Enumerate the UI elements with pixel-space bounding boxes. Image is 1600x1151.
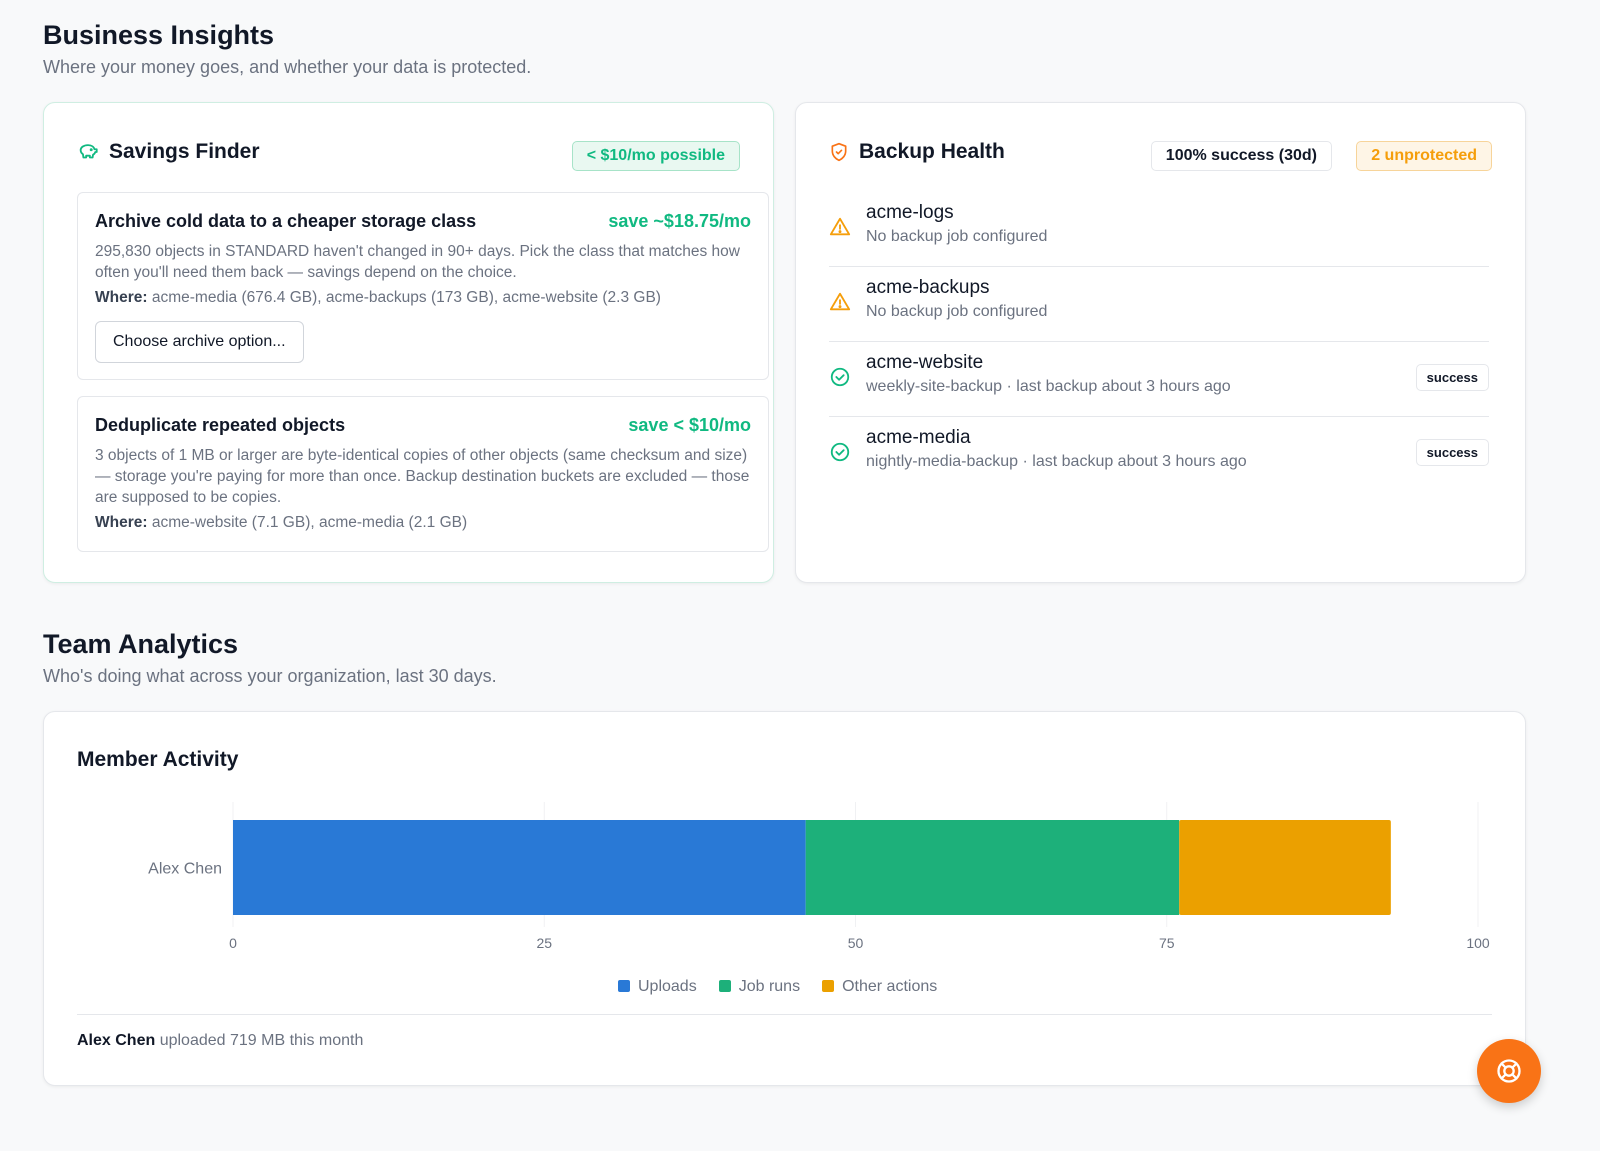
bucket-name: acme-logs [866, 202, 954, 223]
savings-finder-title: Savings Finder [109, 140, 260, 163]
legend-item-job-runs[interactable]: Job runs [718, 978, 801, 996]
where-label: Where: [95, 289, 148, 306]
activity-summary: Alex Chen uploaded 719 MB this month [77, 1032, 363, 1050]
opportunity-where: Where: acme-website (7.1 GB), acme-media… [95, 514, 467, 532]
team-analytics-title: Team Analytics [43, 629, 239, 659]
opportunity-title: Archive cold data to a cheaper storage c… [95, 211, 477, 231]
opportunity-title: Deduplicate repeated objects [95, 415, 346, 435]
opportunity-savings: save < $10/mo [628, 415, 751, 435]
x-tick-label: 100 [1466, 935, 1490, 951]
legend-item-uploads[interactable]: Uploads [618, 978, 697, 996]
legend-swatch [718, 980, 731, 992]
where-label: Where: [95, 514, 148, 531]
where-value: acme-media (676.4 GB), acme-backups (173… [151, 289, 661, 306]
activity-summary-text: uploaded 719 MB this month [159, 1032, 364, 1049]
x-tick-label: 50 [848, 935, 864, 951]
bar-job-runs[interactable] [805, 820, 1180, 915]
bucket-status-text: No backup job configured [866, 228, 1048, 245]
legend-label: Job runs [738, 978, 801, 995]
bucket-name: acme-website [866, 352, 984, 373]
x-tick-label: 75 [1159, 935, 1175, 951]
opportunity-deduplicate-card: Deduplicate repeated objects save < $10/… [77, 396, 769, 552]
help-button[interactable] [1477, 1039, 1541, 1103]
savings-finder-card: Savings Finder < $10/mo possible Archive… [43, 102, 774, 583]
bar-other-actions[interactable] [1179, 820, 1391, 915]
backup-health-title: Backup Health [859, 140, 1005, 163]
backup-row-acme-backups[interactable]: acme-backups No backup job configured [829, 267, 1489, 342]
warning-icon [829, 291, 851, 313]
bucket-status-text: weekly-site-backup · last backup about 3… [866, 378, 1231, 395]
savings-finder-header: Savings Finder [77, 140, 260, 164]
backup-row-acme-website[interactable]: acme-website weekly-site-backup · last b… [829, 342, 1489, 417]
x-tick-label: 0 [229, 935, 237, 951]
opportunity-savings: save ~$18.75/mo [608, 211, 751, 231]
opportunity-description: 3 objects of 1 MB or larger are byte-ide… [95, 447, 750, 506]
bucket-status-text: nightly-media-backup · last backup about… [866, 453, 1247, 470]
bar-uploads[interactable] [233, 820, 806, 915]
opportunity-where: Where: acme-media (676.4 GB), acme-backu… [95, 289, 661, 307]
business-insights-title: Business Insights [43, 20, 275, 50]
member-activity-title: Member Activity [77, 748, 239, 771]
check-circle-icon [829, 441, 851, 463]
business-insights-subtitle: Where your money goes, and whether your … [43, 57, 532, 77]
backup-row-acme-logs[interactable]: acme-logs No backup job configured [829, 192, 1489, 267]
unprotected-badge: 2 unprotected [1356, 141, 1492, 171]
backup-health-card: Backup Health 100% success (30d) 2 unpro… [795, 102, 1526, 583]
backup-health-header: Backup Health [829, 140, 1005, 164]
status-badge: success [1415, 364, 1489, 391]
backup-row-acme-media[interactable]: acme-media nightly-media-backup · last b… [829, 417, 1489, 492]
category-label: Alex Chen [148, 861, 222, 878]
opportunity-archive-card: Archive cold data to a cheaper storage c… [77, 192, 769, 380]
divider [77, 1014, 1492, 1015]
opportunity-description: 295,830 objects in STANDARD haven't chan… [95, 243, 740, 281]
lifebuoy-icon [1495, 1057, 1523, 1085]
success-rate-badge: 100% success (30d) [1150, 141, 1332, 171]
savings-possible-badge: < $10/mo possible [571, 141, 740, 171]
chart-legend: Uploads Job runs Other actions [618, 978, 937, 996]
bucket-status-text: No backup job configured [866, 303, 1048, 320]
warning-icon [829, 216, 851, 238]
legend-item-other-actions[interactable]: Other actions [822, 978, 937, 996]
legend-swatch [822, 980, 835, 992]
legend-swatch [618, 980, 630, 992]
piggy-bank-icon [77, 141, 99, 163]
member-activity-chart: Alex Chen 0 25 50 75 100 [148, 802, 1490, 951]
bucket-name: acme-media [866, 427, 971, 448]
team-analytics-subtitle: Who's doing what across your organizatio… [43, 666, 497, 686]
x-tick-label: 25 [536, 935, 552, 951]
choose-archive-option-button[interactable]: Choose archive option... [95, 321, 304, 363]
member-activity-card: Member Activity Alex Chen 0 25 50 75 100 Uplo… [43, 711, 1526, 1086]
status-badge: success [1415, 439, 1489, 466]
shield-icon [829, 141, 849, 163]
member-name: Alex Chen [77, 1032, 156, 1049]
legend-label: Other actions [842, 978, 938, 995]
legend-label: Uploads [638, 978, 697, 995]
where-value: acme-website (7.1 GB), acme-media (2.1 G… [151, 514, 468, 531]
bucket-name: acme-backups [866, 277, 990, 298]
check-circle-icon [829, 366, 851, 388]
